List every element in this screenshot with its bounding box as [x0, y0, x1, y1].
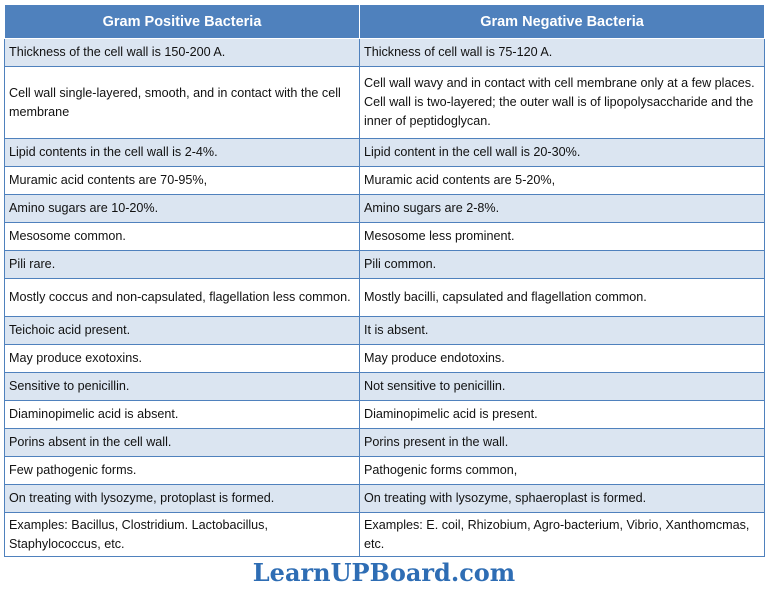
positive-cell: Examples: Bacillus, Clostridium. Lactoba… [4, 512, 360, 557]
table-row: Mostly coccus and non-capsulated, flagel… [4, 278, 765, 317]
table-row: Pili rare. Pili common. [4, 250, 765, 279]
negative-cell: On treating with lysozyme, sphaeroplast … [359, 484, 765, 513]
positive-cell: Teichoic acid present. [4, 316, 360, 345]
positive-cell: Mostly coccus and non-capsulated, flagel… [4, 278, 360, 317]
negative-cell: Porins present in the wall. [359, 428, 765, 457]
negative-cell: Not sensitive to penicillin. [359, 372, 765, 401]
header-gram-negative: Gram Negative Bacteria [359, 4, 765, 39]
positive-cell: Pili rare. [4, 250, 360, 279]
positive-cell: Thickness of the cell wall is 150-200 A. [4, 38, 360, 67]
positive-cell: Diaminopimelic acid is absent. [4, 400, 360, 429]
table-row: Sensitive to penicillin. Not sensitive t… [4, 372, 765, 401]
positive-cell: Amino sugars are 10-20%. [4, 194, 360, 223]
positive-cell: Mesosome common. [4, 222, 360, 251]
table-row: Mesosome common. Mesosome less prominent… [4, 222, 765, 251]
positive-cell: On treating with lysozyme, protoplast is… [4, 484, 360, 513]
negative-cell: Mesosome less prominent. [359, 222, 765, 251]
table-row: Thickness of the cell wall is 150-200 A.… [4, 38, 765, 67]
table-row: Lipid contents in the cell wall is 2-4%.… [4, 138, 765, 167]
comparison-table: Gram Positive Bacteria Gram Negative Bac… [4, 4, 765, 557]
negative-cell: Mostly bacilli, capsulated and flagellat… [359, 278, 765, 317]
watermark-link[interactable]: LearnUPBoard.com [252, 558, 516, 587]
table-row: Amino sugars are 10-20%. Amino sugars ar… [4, 194, 765, 223]
negative-cell: Pili common. [359, 250, 765, 279]
positive-cell: Cell wall single-layered, smooth, and in… [4, 66, 360, 139]
negative-cell: Diaminopimelic acid is present. [359, 400, 765, 429]
table-row: May produce exotoxins. May produce endot… [4, 344, 765, 373]
negative-cell: Amino sugars are 2-8%. [359, 194, 765, 223]
table-row: Porins absent in the cell wall. Porins p… [4, 428, 765, 457]
negative-cell: Cell wall wavy and in contact with cell … [359, 66, 765, 139]
positive-cell: May produce exotoxins. [4, 344, 360, 373]
positive-cell: Sensitive to penicillin. [4, 372, 360, 401]
table-row: Examples: Bacillus, Clostridium. Lactoba… [4, 512, 765, 557]
negative-cell: It is absent. [359, 316, 765, 345]
positive-cell: Porins absent in the cell wall. [4, 428, 360, 457]
negative-cell: Lipid content in the cell wall is 20-30%… [359, 138, 765, 167]
table-row: Diaminopimelic acid is absent. Diaminopi… [4, 400, 765, 429]
table-row: Few pathogenic forms. Pathogenic forms c… [4, 456, 765, 485]
negative-cell: Examples: E. coil, Rhizobium, Agro-bacte… [359, 512, 765, 557]
positive-cell: Few pathogenic forms. [4, 456, 360, 485]
positive-cell: Lipid contents in the cell wall is 2-4%. [4, 138, 360, 167]
table-row: On treating with lysozyme, protoplast is… [4, 484, 765, 513]
table-row: Teichoic acid present. It is absent. [4, 316, 765, 345]
negative-cell: May produce endotoxins. [359, 344, 765, 373]
header-gram-positive: Gram Positive Bacteria [4, 4, 360, 39]
negative-cell: Thickness of cell wall is 75-120 A. [359, 38, 765, 67]
table-header-row: Gram Positive Bacteria Gram Negative Bac… [4, 4, 765, 39]
negative-cell: Muramic acid contents are 5-20%, [359, 166, 765, 195]
table-row: Muramic acid contents are 70-95%, Murami… [4, 166, 765, 195]
negative-cell: Pathogenic forms common, [359, 456, 765, 485]
table-row: Cell wall single-layered, smooth, and in… [4, 66, 765, 139]
comparison-table-container: Gram Positive Bacteria Gram Negative Bac… [4, 4, 765, 557]
positive-cell: Muramic acid contents are 70-95%, [4, 166, 360, 195]
